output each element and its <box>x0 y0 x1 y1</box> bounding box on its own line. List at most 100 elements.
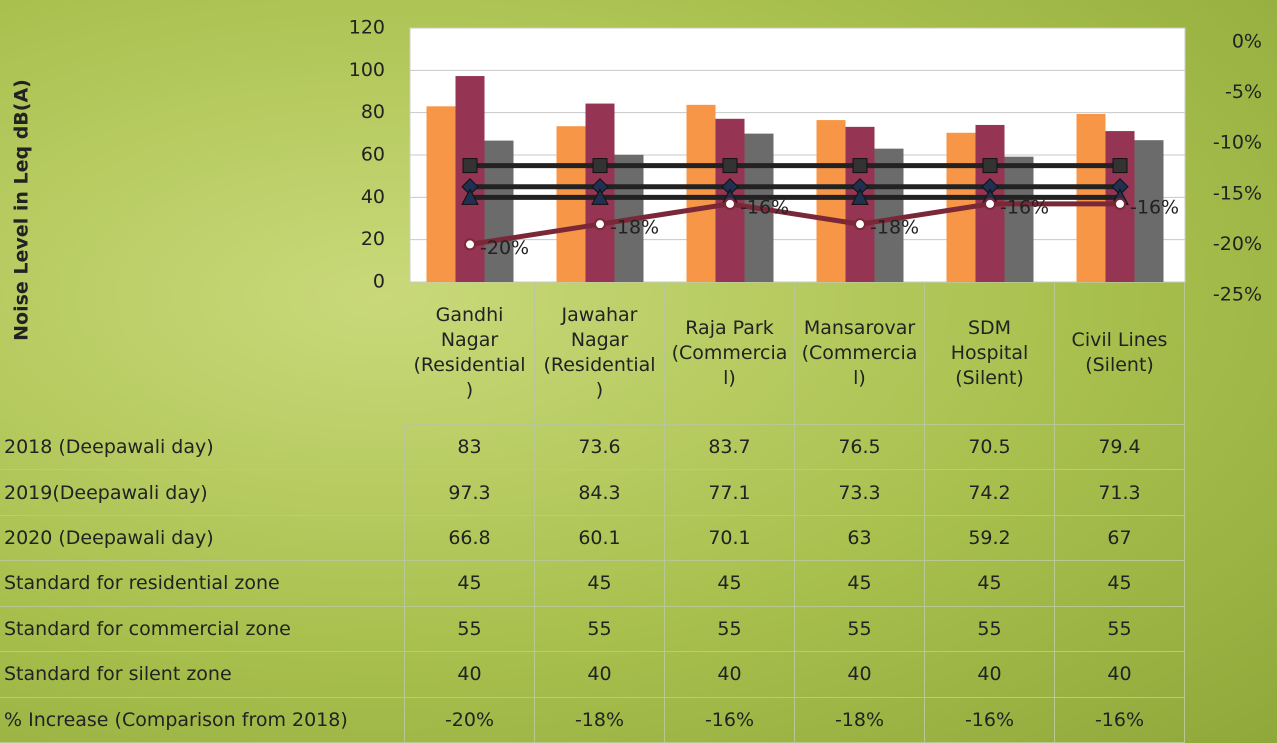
table-cell: 67 <box>1055 515 1185 562</box>
y2-tick-label: -20% <box>1213 233 1262 255</box>
table-cell: 40 <box>405 652 535 698</box>
data-label: -20% <box>480 237 529 259</box>
table-cell: 45 <box>795 561 925 607</box>
table-cell: 40 <box>925 652 1055 698</box>
table-cell: -16% <box>665 697 795 743</box>
y-tick-label: 100 <box>349 59 385 81</box>
table-cell: 60.1 <box>535 515 665 562</box>
y2-tick-label: -15% <box>1213 182 1262 204</box>
category-label: Raja Park (Commercial) <box>665 282 795 425</box>
marker <box>982 158 998 174</box>
bar <box>1134 140 1164 282</box>
legend-entry: 2020 (Deepawali day) <box>0 515 405 562</box>
y-tick-label: 60 <box>361 144 385 166</box>
table-cell: 55 <box>795 606 925 653</box>
legend-entry: 2019(Deepawali day) <box>0 470 405 516</box>
y-axis-title: Noise Level in Leq dB(A) <box>11 79 33 341</box>
y-tick-label: 40 <box>361 186 385 208</box>
table-cell: 97.3 <box>405 470 535 516</box>
y-tick-label: 0 <box>373 271 385 293</box>
table-cell: 70.5 <box>925 425 1055 471</box>
table-cell: 45 <box>1055 561 1185 607</box>
category-label: Civil Lines (Silent) <box>1055 282 1185 425</box>
legend-entry: 2018 (Deepawali day) <box>0 425 405 471</box>
bar <box>1004 156 1034 282</box>
data-label: -18% <box>870 217 919 239</box>
marker <box>461 188 479 205</box>
table-cell: 71.3 <box>1055 470 1185 516</box>
marker <box>592 158 608 174</box>
marker <box>1114 197 1126 210</box>
table-cell: 55 <box>535 606 665 653</box>
table-cell: 45 <box>535 561 665 607</box>
table-cell: 74.2 <box>925 470 1055 516</box>
marker <box>591 188 609 205</box>
table-cell: 70.1 <box>665 515 795 562</box>
bar <box>816 120 846 282</box>
marker <box>1112 158 1128 174</box>
marker <box>851 188 869 205</box>
table-cell: -16% <box>1055 697 1185 743</box>
table-cell: 76.5 <box>795 425 925 471</box>
table-cell: 55 <box>665 606 795 653</box>
y-tick-label: 80 <box>361 101 385 123</box>
marker <box>984 197 996 210</box>
table-cell: 40 <box>665 652 795 698</box>
table-cell: 59.2 <box>925 515 1055 562</box>
bar <box>686 104 716 283</box>
table-cell: 55 <box>1055 606 1185 653</box>
table-cell: 83.7 <box>665 425 795 471</box>
table-cell: 73.6 <box>535 425 665 471</box>
table-cell: 79.4 <box>1055 425 1185 471</box>
line <box>469 201 1120 247</box>
bar <box>874 148 904 282</box>
data-label: -16% <box>1000 196 1049 218</box>
bar <box>426 106 456 282</box>
table-cell: 45 <box>925 561 1055 607</box>
data-label: -16% <box>1130 196 1179 218</box>
marker <box>722 158 738 174</box>
y2-tick-label: -25% <box>1213 284 1262 306</box>
table-cell: 45 <box>665 561 795 607</box>
data-label: -18% <box>610 217 659 239</box>
table-cell: -20% <box>405 697 535 743</box>
y-tick-label: 120 <box>349 17 385 39</box>
table-cell: 63 <box>795 515 925 562</box>
table-cell: 83 <box>405 425 535 471</box>
table-cell: 45 <box>405 561 535 607</box>
bar <box>484 140 514 282</box>
table-cell: 40 <box>1055 652 1185 698</box>
marker <box>464 238 476 251</box>
y2-tick-label: -5% <box>1225 81 1262 103</box>
marker <box>594 218 606 231</box>
table-cell: 66.8 <box>405 515 535 562</box>
bar <box>556 126 586 282</box>
table-cell: 77.1 <box>665 470 795 516</box>
marker <box>854 218 866 231</box>
category-label: SDM Hospital (Silent) <box>925 282 1055 425</box>
marker <box>462 158 478 174</box>
table-cell: 55 <box>405 606 535 653</box>
data-label: -16% <box>740 196 789 218</box>
marker <box>852 158 868 174</box>
table-cell: -16% <box>925 697 1055 743</box>
y2-tick-label: 0% <box>1232 31 1262 53</box>
table-cell: 55 <box>925 606 1055 653</box>
marker <box>724 197 736 210</box>
table-cell: -18% <box>795 697 925 743</box>
category-label: Jawahar Nagar (Residential) <box>535 282 665 425</box>
table-cell: 73.3 <box>795 470 925 516</box>
table-cell: 40 <box>535 652 665 698</box>
category-label: Gandhi Nagar (Residential) <box>405 282 535 425</box>
table-cell: 40 <box>795 652 925 698</box>
table-cell: 84.3 <box>535 470 665 516</box>
legend-entry: Standard for commercial zone <box>0 606 405 653</box>
category-label: Mansarovar (Commercial) <box>795 282 925 425</box>
legend-entry: Standard for residential zone <box>0 561 405 607</box>
legend-entry: % Increase (Comparison from 2018) <box>0 697 405 743</box>
table-cell: -18% <box>535 697 665 743</box>
y2-tick-label: -10% <box>1213 132 1262 154</box>
legend-entry: Standard for silent zone <box>0 652 405 698</box>
